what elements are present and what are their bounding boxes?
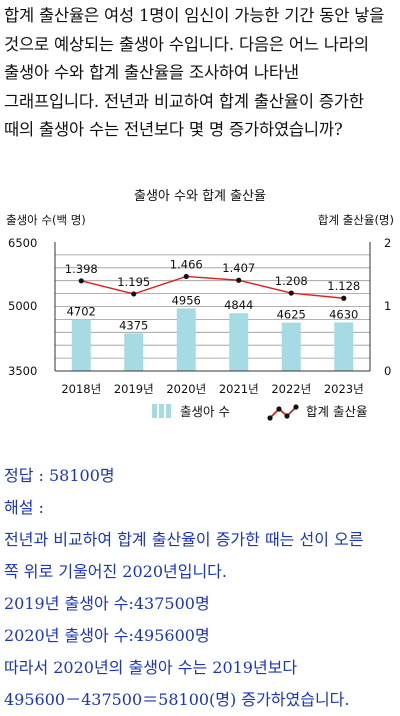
answer-line: 쪽 위로 기울어진 2020년입니다.: [4, 562, 227, 581]
rate-value-label: 1.398: [65, 262, 98, 276]
right-tick-label: 2: [384, 236, 391, 250]
answer-line: 정답 : 58100명: [4, 466, 115, 485]
rate-value-label: 1.407: [222, 261, 255, 275]
x-tick-label: 2021년: [219, 382, 259, 396]
left-tick-label: 5000: [8, 299, 37, 313]
birth-bar: [281, 322, 301, 371]
x-tick-label: 2020년: [166, 382, 206, 396]
fertility-rate-point: [131, 291, 137, 297]
fertility-rate-line: [81, 275, 344, 299]
answer-line: 2020년 출생아 수:495600명: [4, 626, 210, 645]
fertility-rate-point: [183, 273, 189, 280]
bar-value-label: 4956: [172, 293, 201, 307]
answer-block: 정답 : 58100명 해설 : 전년과 비교하여 합계 출산율이 증가한 때는…: [4, 460, 396, 716]
rate-value-label: 1.128: [327, 279, 360, 293]
left-tick-label: 3500: [8, 364, 37, 378]
birth-bar: [71, 319, 91, 371]
legend-bar-label: 출생아 수: [180, 404, 230, 419]
legend-line-icon: [267, 404, 299, 421]
fertility-rate-point: [78, 278, 84, 284]
right-tick-label: 0: [384, 364, 391, 378]
bar-value-label: 4702: [67, 304, 96, 318]
right-axis-label: 합계 출산율(명): [318, 213, 394, 227]
answer-line: 해설 :: [4, 498, 44, 517]
x-tick-label: 2022년: [271, 382, 311, 396]
legend-bar-icon: [152, 404, 171, 418]
legend-line-label: 합계 출산율: [306, 404, 367, 419]
x-tick-label: 2023년: [324, 382, 364, 396]
bar-value-label: 4844: [224, 298, 253, 312]
left-axis-label: 출생아 수(백 명): [6, 213, 86, 227]
question-text: 합계 출산율은 여성 1명이 임신이 가능한 기간 동안 낳을 것으로 예상되는…: [4, 6, 385, 139]
fertility-rate-point: [341, 295, 347, 301]
birth-bar: [176, 308, 196, 371]
birth-bar: [334, 322, 354, 371]
x-tick-label: 2018년: [61, 382, 101, 396]
bar-value-label: 4625: [277, 308, 306, 322]
birth-chart: 출생아 수와 합계 출산율 출생아 수(백 명) 합계 출산율(명) 3500 …: [6, 189, 394, 421]
answer-line: 따라서 2020년의 출생아 수는 2019년보다: [4, 658, 298, 677]
bar-value-label: 4630: [329, 307, 358, 321]
fertility-rate-point: [288, 290, 294, 296]
chart-title: 출생아 수와 합계 출산율: [134, 189, 266, 204]
birth-bar: [124, 333, 144, 371]
right-tick-label: 1: [384, 299, 391, 313]
left-tick-label: 6500: [8, 236, 37, 250]
answer-line: 2019년 출생아 수:437500명: [4, 594, 210, 613]
x-tick-label: 2019년: [114, 382, 154, 396]
bar-value-label: 4375: [119, 318, 148, 332]
legend: 출생아 수 합계 출산율: [152, 404, 367, 421]
rate-value-label: 1.466: [170, 257, 203, 271]
fertility-rate-point: [236, 277, 242, 283]
birth-bar: [229, 313, 249, 371]
rate-value-label: 1.208: [275, 274, 308, 288]
answer-line: 전년과 비교하여 합계 출산율이 증가한 때는 선이 오른: [4, 530, 364, 549]
answer-line: 495600－437500＝58100(명) 증가하였습니다.: [4, 690, 350, 709]
rate-value-label: 1.195: [117, 275, 150, 289]
